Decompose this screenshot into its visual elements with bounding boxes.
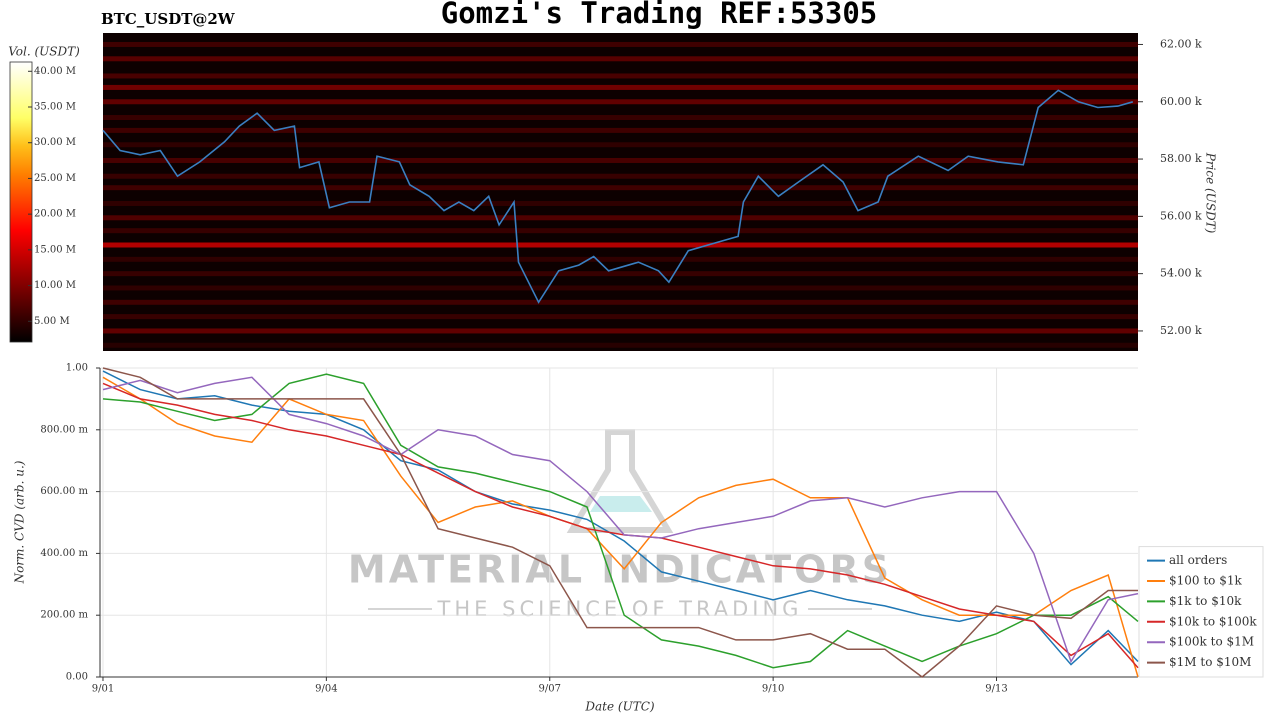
colorbar-tick-label: 35.00 M [34,102,76,113]
cvd-plot-area [100,368,1138,677]
heat-band [103,342,1138,348]
heat-band [103,242,1138,248]
y-axis-label: Norm. CVD (arb. u.) [13,460,27,584]
y-tick-label: 400.00 m [40,548,88,559]
colorbar-tick-label: 25.00 M [34,173,76,184]
watermark-flask [566,429,674,533]
watermark-brand: MATERIAL INDICATORS [348,548,892,592]
colorbar-tick-label: 5.00 M [34,316,70,327]
series-line [102,367,1138,678]
heat-band [103,228,1138,234]
y-tick-label: 600.00 m [40,486,88,497]
watermark-slogan: THE SCIENCE OF TRADING [437,597,803,621]
price-line [102,89,1134,304]
series-line [102,373,1139,669]
x-tick-label: 9/10 [762,684,784,695]
colorbar-label: Vol. (USDT) [8,45,80,59]
x-tick-label: 9/13 [985,684,1007,695]
y-tick-label: 62.00 k [1160,37,1202,50]
heat-band [103,215,1138,221]
heat-band [103,299,1138,305]
legend-label: $100 to $1k [1169,574,1242,588]
series-line [102,370,1139,666]
y-tick-label: 1.00 [66,363,88,374]
legend-label: all orders [1169,553,1227,567]
y-tick-label: 800.00 m [40,424,88,435]
heat-band [103,185,1138,191]
colorbar-tick-label: 30.00 M [34,137,76,148]
x-axis-label: Date (UTC) [584,700,654,714]
x-tick-label: 9/01 [92,684,114,695]
y-tick-label: 56.00 k [1160,209,1202,222]
watermark-liquid [590,496,652,512]
colorbar-tick-label: 15.00 M [34,244,76,255]
x-tick-label: 9/04 [315,684,337,695]
heat-band [103,142,1138,148]
legend-label: $1M to $10M [1169,655,1251,669]
page-title: Gomzi's Trading REF:53305 [441,0,878,30]
heat-band [103,314,1138,320]
heat-band [103,84,1138,90]
heat-band [103,115,1138,121]
heat-band [103,157,1138,163]
heat-band [103,99,1138,105]
heat-band [103,127,1138,133]
colorbar-tick-label: 40.00 M [34,66,76,77]
heat-band [103,285,1138,291]
legend-box [1138,546,1264,678]
colorbar [9,61,33,343]
y-tick-label: 52.00 k [1160,324,1202,337]
y-tick-label: 54.00 k [1160,267,1202,280]
heat-band [103,73,1138,79]
heat-band [103,200,1138,206]
heat-band [103,173,1138,179]
y-tick-label: 60.00 k [1160,95,1202,108]
watermark [368,429,872,610]
legend-label: $1k to $10k [1169,594,1242,608]
legend-label: $100k to $1M [1169,635,1254,649]
colorbar-tick-label: 10.00 M [34,280,76,291]
heat-band [103,56,1138,62]
y-tick-label: 58.00 k [1160,152,1202,165]
colorbar-tick-label: 20.00 M [34,209,76,220]
heat-band [103,328,1138,334]
y-tick-label: 200.00 m [40,610,88,621]
price-axis-label: Price (USDT) [1204,152,1218,234]
heat-band [103,271,1138,277]
heat-band [103,41,1138,47]
legend-label: $10k to $100k [1169,614,1257,628]
series-line [102,376,1139,678]
y-tick-label: 0.00 [66,672,88,683]
subtitle: BTC_USDT@2W [101,10,236,28]
heat-band [103,256,1138,262]
x-tick-label: 9/07 [539,684,561,695]
series-line [102,376,1139,664]
